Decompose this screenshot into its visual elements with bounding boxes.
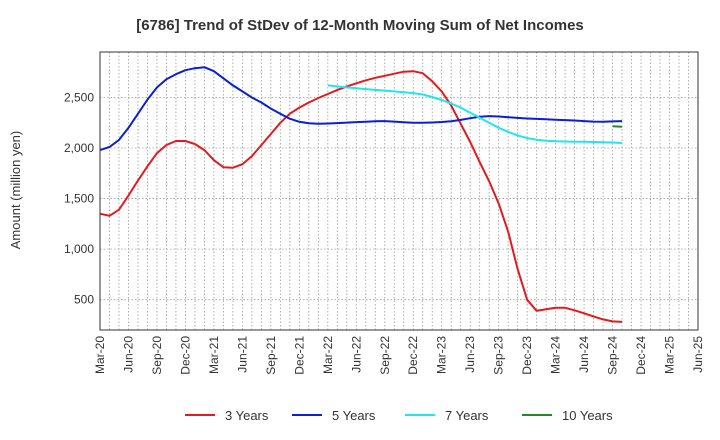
legend-label: 3 Years <box>225 408 269 423</box>
x-tick-label: Dec-24 <box>634 336 648 375</box>
series-line-3-years <box>99 70 623 323</box>
legend-label: 7 Years <box>445 408 489 423</box>
legend: 3 Years 5 Years 7 Years 10 Years <box>185 408 613 423</box>
y-tick-label: 1,000 <box>64 242 94 256</box>
grid <box>100 52 698 330</box>
legend-label: 5 Years <box>332 408 376 423</box>
x-tick-label: Sep-24 <box>606 336 620 375</box>
series-line-5-years <box>99 66 623 152</box>
x-tick-label: Jun-25 <box>691 336 705 373</box>
y-axis-ticks: 500 1,000 1,500 2,000 2,500 <box>64 90 94 306</box>
x-axis-ticks: Mar-20 Jun-20 Sep-20 Dec-20 Mar-21 Jun-21 Sep-… <box>93 336 705 375</box>
legend-label: 10 Years <box>562 408 613 423</box>
x-tick-label: Sep-23 <box>492 336 506 375</box>
x-tick-label: Sep-21 <box>264 336 278 375</box>
x-tick-label: Mar-22 <box>321 336 335 374</box>
y-tick-label: 2,000 <box>64 141 94 155</box>
series-lines <box>99 66 623 323</box>
x-tick-label: Jun-22 <box>349 336 363 373</box>
y-tick-label: 2,500 <box>64 90 94 104</box>
x-tick-label: Dec-23 <box>520 336 534 375</box>
series-line-7-years <box>327 84 623 144</box>
x-tick-label: Mar-20 <box>93 336 107 374</box>
y-tick-label: 1,500 <box>64 192 94 206</box>
chart-title: [6786] Trend of StDev of 12-Month Moving… <box>136 17 584 34</box>
x-tick-label: Jun-23 <box>463 336 477 373</box>
x-tick-label: Dec-20 <box>178 336 192 375</box>
series-line-10-years <box>612 125 623 128</box>
plot-frame <box>99 51 699 331</box>
y-tick-label: 500 <box>74 293 94 307</box>
x-tick-label: Jun-21 <box>235 336 249 373</box>
x-tick-label: Mar-21 <box>207 336 221 374</box>
x-tick-label: Jun-24 <box>577 336 591 373</box>
x-tick-label: Dec-21 <box>292 336 306 375</box>
x-tick-label: Jun-20 <box>121 336 135 373</box>
x-tick-label: Dec-22 <box>406 336 420 375</box>
x-tick-label: Sep-20 <box>150 336 164 375</box>
x-tick-label: Mar-25 <box>663 336 677 374</box>
x-tick-label: Sep-22 <box>378 336 392 375</box>
x-tick-label: Mar-23 <box>435 336 449 374</box>
x-tick-label: Mar-24 <box>549 336 563 374</box>
y-axis-label: Amount (million yen) <box>8 131 23 250</box>
